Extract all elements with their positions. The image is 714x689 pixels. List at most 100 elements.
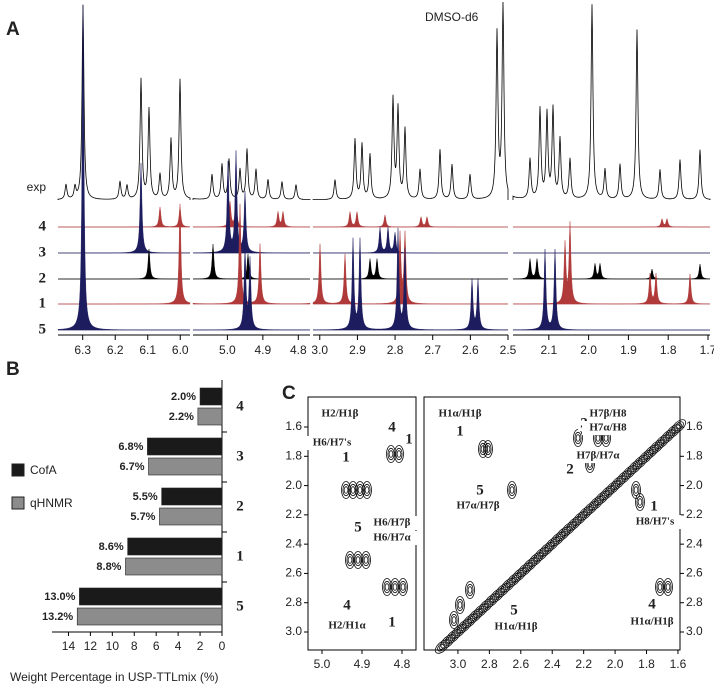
contour-peak xyxy=(384,583,390,591)
contour-peak xyxy=(475,605,486,616)
annotation: H6/H7's xyxy=(313,437,352,449)
contour-peak xyxy=(638,449,654,465)
spectrum-trace xyxy=(57,4,191,331)
x-tick-label: 4 xyxy=(175,639,182,653)
contour-peak xyxy=(552,534,563,544)
x-tick-label: 4.8 xyxy=(394,657,411,671)
x-tick-label: 1.6 xyxy=(670,657,687,671)
bar xyxy=(125,557,223,576)
y2-tick-label: 1.6 xyxy=(686,419,703,433)
contour-peak xyxy=(594,490,610,506)
contour-peak xyxy=(566,516,582,531)
annotation-bg xyxy=(582,407,634,421)
bar xyxy=(197,407,223,426)
annotation-bg xyxy=(646,598,658,612)
annotation-bg xyxy=(403,433,415,447)
x-tick-label: 2.8 xyxy=(481,657,498,671)
contour-peak xyxy=(576,515,583,522)
contour-peak xyxy=(533,547,549,562)
annotation: 1 xyxy=(388,614,396,630)
contour-peak xyxy=(461,623,468,630)
contour-peak xyxy=(563,523,574,534)
contour-peak xyxy=(670,428,677,435)
contour-peak xyxy=(508,575,519,585)
value-label: 5.5% xyxy=(133,491,158,503)
row-label: 4 xyxy=(39,218,47,234)
value-label: 6.7% xyxy=(119,461,144,473)
spectrum-trace xyxy=(312,211,508,228)
contour-peak xyxy=(457,601,463,609)
contour-peak xyxy=(554,535,561,543)
contour-peak xyxy=(464,616,475,626)
contour-peak xyxy=(613,477,624,488)
annotation: 1 xyxy=(342,449,350,465)
contour-peak xyxy=(547,539,558,550)
panel-label: A xyxy=(6,19,20,40)
spectrum-trace xyxy=(513,218,710,228)
contour-peak xyxy=(472,612,479,619)
contour-peak xyxy=(609,484,616,491)
annotation: 1 xyxy=(456,423,464,439)
contour-peak xyxy=(343,486,349,494)
contour-peak xyxy=(342,483,350,497)
contour-peak xyxy=(635,493,645,511)
spectrum-trace xyxy=(512,221,711,305)
contour-peak xyxy=(565,525,572,532)
bar xyxy=(127,537,223,556)
contour-peak xyxy=(499,587,506,594)
spectrum-trace xyxy=(57,4,191,200)
annotation: 4 xyxy=(388,419,396,435)
contour-peak xyxy=(643,444,659,459)
y2-tick-label: 2.0 xyxy=(686,478,703,492)
y-tick-label: 2.6 xyxy=(285,566,302,580)
contour-peak xyxy=(503,580,514,591)
bar xyxy=(148,457,223,476)
spectrum-trace xyxy=(512,248,710,331)
contour-peak xyxy=(500,578,516,593)
category-label: 1 xyxy=(236,548,244,564)
contour-peak xyxy=(577,506,593,521)
x-tick-label: 2.9 xyxy=(349,343,366,357)
category-label: 2 xyxy=(236,498,244,514)
annotation: 5 xyxy=(476,482,484,498)
x-tick-label: 6.2 xyxy=(107,343,124,357)
contour-peak xyxy=(488,597,495,604)
annotation-bg xyxy=(434,407,486,421)
x-tick-label: 4.9 xyxy=(354,657,371,671)
spectrum-trace xyxy=(312,230,509,305)
contour-peak xyxy=(649,439,665,454)
contour-peak xyxy=(509,486,515,494)
contour-peak xyxy=(602,487,613,498)
spectrum-trace xyxy=(512,258,711,280)
spectrum-trace xyxy=(192,150,311,254)
contour-peak xyxy=(657,436,668,447)
contour-peak xyxy=(456,598,464,612)
contour-peak xyxy=(646,447,657,457)
panel-label: B xyxy=(6,359,20,380)
contour-peak xyxy=(485,445,491,453)
contour-peak xyxy=(648,448,655,455)
contour-peak xyxy=(585,503,596,514)
annotation-bg xyxy=(474,484,486,498)
contour-peak xyxy=(580,508,591,519)
annotation: 5 xyxy=(510,602,518,618)
contour-peak xyxy=(550,531,566,547)
spectrum-trace xyxy=(192,201,311,228)
bar xyxy=(147,437,223,456)
contour-peak xyxy=(484,593,500,608)
contour-peak xyxy=(363,556,369,564)
y-tick-label: 1.6 xyxy=(285,419,302,433)
contour-peak xyxy=(445,629,461,644)
annotation: H7β/H7α xyxy=(576,450,620,462)
contour-peak xyxy=(349,483,357,497)
annotation-bg xyxy=(564,463,576,477)
contour-peak xyxy=(673,421,684,432)
contour-peak xyxy=(462,613,478,629)
contour-peak xyxy=(516,571,523,578)
x-axis-label: Weight Percentage in USP-TTLmix (%) xyxy=(10,670,219,684)
contour-peak xyxy=(615,479,622,486)
annotation-bg xyxy=(352,521,364,535)
annotation-bg xyxy=(314,407,366,421)
value-label: 13.0% xyxy=(44,591,75,603)
contour-peak xyxy=(575,434,581,442)
